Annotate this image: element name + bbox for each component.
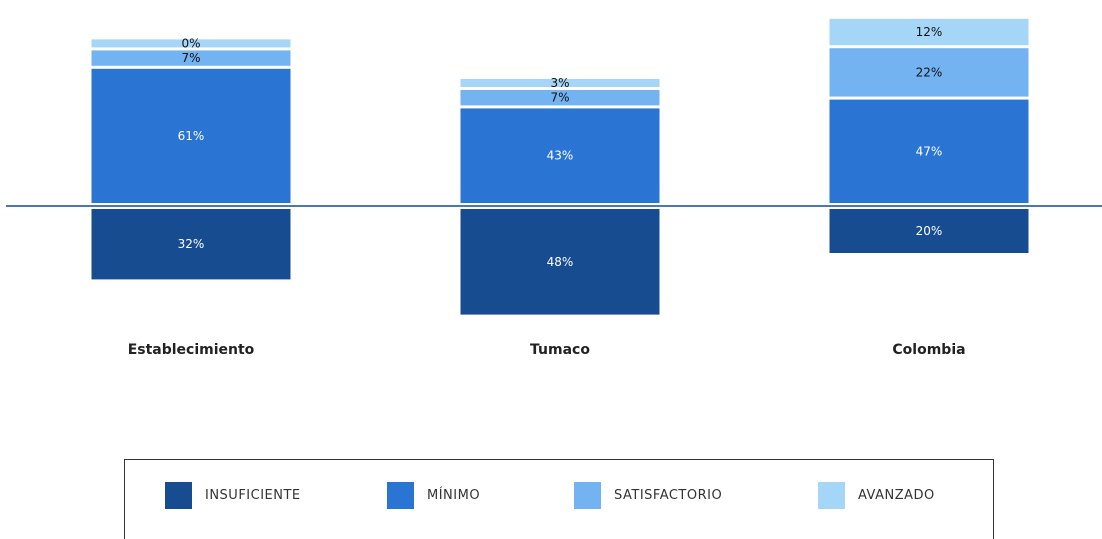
- data-label-establecimiento-satisfactorio: 7%: [181, 51, 200, 65]
- bar-tumaco-satisfactorio: [460, 90, 660, 106]
- legend-item-minimo: MÍNIMO: [387, 481, 480, 509]
- data-label-colombia-satisfactorio: 22%: [916, 65, 943, 79]
- data-label-colombia-minimo: 47%: [916, 144, 943, 158]
- category-label-tumaco: Tumaco: [530, 342, 590, 358]
- data-label-establecimiento-minimo: 61%: [178, 129, 205, 143]
- labels-layer: 32%61%7%0%Establecimiento48%43%7%3%Tumac…: [128, 25, 966, 358]
- legend-label-insuficiente: INSUFICIENTE: [205, 487, 301, 503]
- legend-item-avanzado: AVANZADO: [818, 481, 935, 509]
- chart: 32%61%7%0%Establecimiento48%43%7%3%Tumac…: [6, 18, 1102, 358]
- bar-colombia-minimo: [829, 99, 1029, 203]
- data-label-colombia-insuficiente: 20%: [916, 224, 943, 238]
- category-label-establecimiento: Establecimiento: [128, 342, 255, 358]
- bar-tumaco-insuficiente: [460, 209, 660, 315]
- bar-establecimiento-satisfactorio: [91, 50, 291, 66]
- bar-establecimiento-minimo: [91, 68, 291, 203]
- bar-colombia-avanzado: [829, 18, 1029, 46]
- data-label-tumaco-avanzado: 3%: [550, 76, 569, 90]
- data-label-tumaco-satisfactorio: 7%: [550, 91, 569, 105]
- legend-item-satisfactorio: SATISFACTORIO: [574, 481, 722, 509]
- bar-establecimiento-avanzado: [91, 39, 291, 48]
- legend-swatch-insuficiente: [165, 481, 192, 509]
- data-label-colombia-avanzado: 12%: [916, 25, 943, 39]
- data-label-establecimiento-insuficiente: 32%: [178, 237, 205, 251]
- data-label-tumaco-minimo: 43%: [547, 149, 574, 163]
- legend-swatch-satisfactorio: [574, 481, 601, 509]
- bar-tumaco-minimo: [460, 108, 660, 203]
- legend-label-avanzado: AVANZADO: [858, 487, 935, 503]
- legend-label-satisfactorio: SATISFACTORIO: [614, 487, 723, 503]
- legend-swatch-avanzado: [818, 481, 845, 509]
- legend-label-minimo: MÍNIMO: [427, 487, 481, 503]
- bar-colombia-insuficiente: [829, 209, 1029, 253]
- bar-establecimiento-insuficiente: [91, 209, 291, 280]
- bar-tumaco-avanzado: [460, 79, 660, 87]
- bar-colombia-satisfactorio: [829, 48, 1029, 97]
- legend: INSUFICIENTE MÍNIMO SATISFACTORIO AVANZA…: [124, 459, 994, 539]
- data-label-establecimiento-avanzado: 0%: [181, 36, 200, 50]
- legend-swatch-minimo: [387, 481, 414, 509]
- legend-item-insuficiente: INSUFICIENTE: [165, 481, 301, 509]
- category-label-colombia: Colombia: [892, 342, 965, 358]
- bars-layer: [91, 18, 1029, 315]
- data-label-tumaco-insuficiente: 48%: [547, 255, 574, 269]
